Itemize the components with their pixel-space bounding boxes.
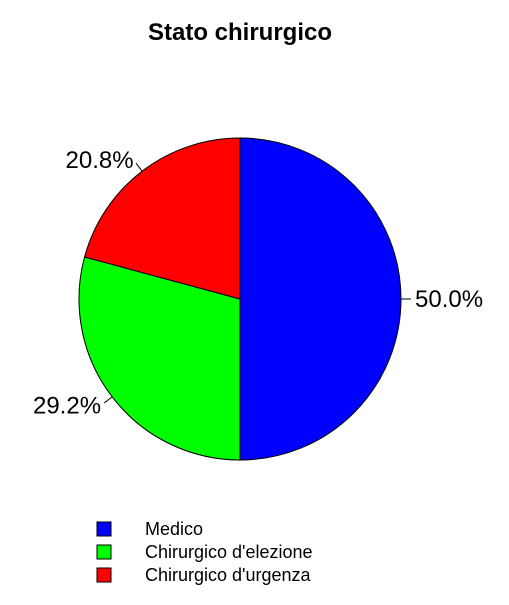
pie-slice-1 bbox=[239, 137, 402, 461]
pie-slice-3 bbox=[83, 137, 241, 300]
pie-percent-labels: 50.0% 29.2% 20.8% bbox=[33, 147, 483, 419]
legend-label-2: Chirurgico d'elezione bbox=[145, 542, 313, 562]
pie-slice-2 bbox=[78, 256, 241, 461]
legend-swatch-2 bbox=[96, 544, 112, 560]
pie-percent-label-3: 20.8% bbox=[66, 147, 134, 174]
legend-swatch-3 bbox=[96, 567, 112, 583]
pie-percent-label-1: 50.0% bbox=[415, 286, 483, 313]
pie-leader-line-3 bbox=[135, 162, 143, 172]
pie-percent-label-2: 29.2% bbox=[33, 392, 101, 419]
legend-label-3: Chirurgico d'urgenza bbox=[145, 565, 312, 585]
legend-label-1: Medico bbox=[145, 519, 203, 539]
chart-title: Stato chirurgico bbox=[148, 19, 332, 46]
chart-legend: Medico Chirurgico d'elezione Chirurgico d'… bbox=[96, 519, 313, 585]
pie-slices bbox=[78, 137, 402, 461]
pie-leader-lines bbox=[103, 162, 411, 404]
pie-leader-line-2 bbox=[103, 396, 113, 404]
legend-swatch-1 bbox=[96, 521, 112, 537]
